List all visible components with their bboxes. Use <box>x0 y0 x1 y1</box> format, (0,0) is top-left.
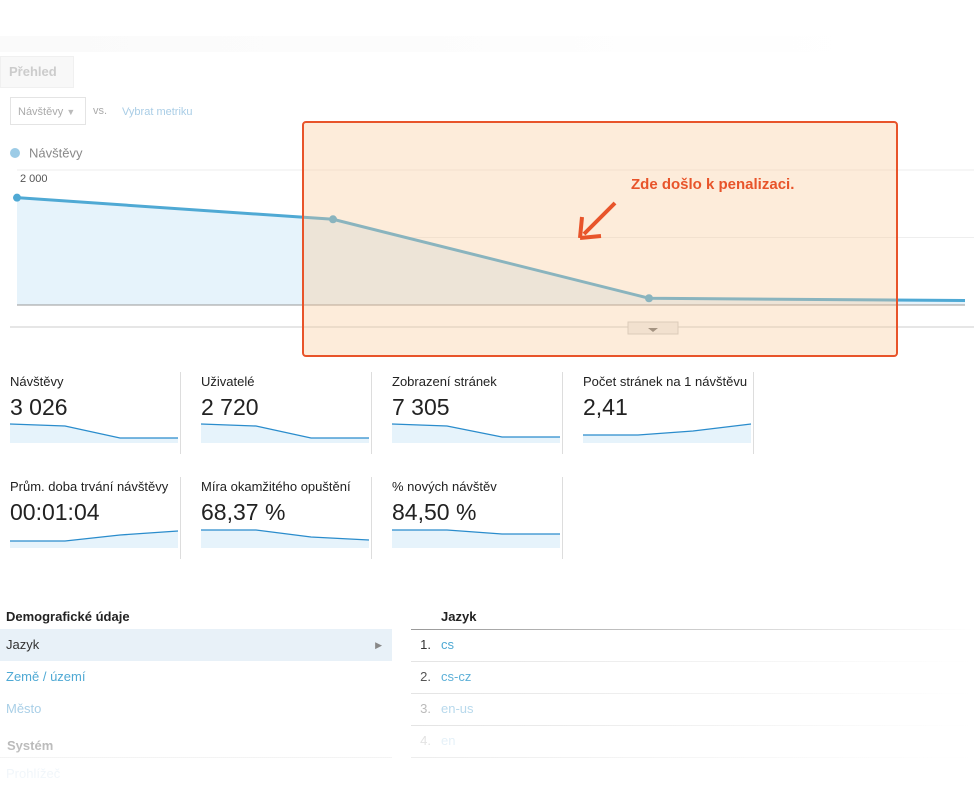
metric-label: Zobrazení stránek <box>392 374 497 389</box>
metric-tile: Návštěvy 3 026 <box>0 372 181 454</box>
system-item[interactable]: Prohlížeč <box>6 766 61 781</box>
sparkline-line <box>392 529 560 535</box>
annotation-arrow <box>578 201 617 240</box>
metric-value: 3 026 <box>10 394 68 420</box>
metric-tile: Počet stránek na 1 návštěvu 2,41 <box>573 372 754 454</box>
sparkline-area <box>392 424 560 443</box>
chevron: ▶ <box>375 640 382 650</box>
top-bar <box>0 36 880 52</box>
metric-select[interactable]: Návštěvy ▼ <box>10 97 86 125</box>
metric-label: Míra okamžitého opuštění <box>201 479 351 494</box>
point <box>13 193 21 202</box>
metric-value: 84,50 % <box>392 499 477 525</box>
metric-label: % nových návštěv <box>392 479 497 494</box>
sparkline-area <box>201 424 369 443</box>
item-text: Země / území <box>6 669 86 684</box>
sparkline-line <box>10 423 178 439</box>
legend-marker <box>10 148 20 158</box>
metric-tile: Míra okamžitého opuštění 68,37 % <box>191 477 372 559</box>
sparkline <box>201 529 370 548</box>
sparkline <box>392 529 560 548</box>
handle-arrow <box>648 328 658 332</box>
row-divider <box>411 661 974 662</box>
row-divider <box>411 725 974 726</box>
choose-metric[interactable]: Vybrat metriku <box>122 106 193 118</box>
vs-label: vs. <box>93 105 108 117</box>
metric-select-text: Návštěvy <box>18 106 64 118</box>
sparkline-line <box>583 423 752 436</box>
demographics-item[interactable]: Město <box>0 693 392 725</box>
line-area <box>17 197 965 305</box>
language-link[interactable]: cs <box>441 637 454 652</box>
sparkline <box>583 423 752 443</box>
sparkline <box>10 530 179 548</box>
sparkline-area <box>10 424 178 443</box>
language-link[interactable]: en-us <box>441 701 474 716</box>
sparkline-line <box>201 423 369 439</box>
language-link[interactable]: en <box>441 733 456 748</box>
demographics-item[interactable]: Země / území <box>0 661 392 693</box>
sparkline-area <box>10 531 178 548</box>
annotation-text: Zde došlo k penalizaci. <box>631 176 795 193</box>
item-text: Město <box>6 701 42 716</box>
demographics-title: Demografické údaje <box>6 609 130 624</box>
metric-label: Uživatelé <box>201 374 255 389</box>
metric-tile: Zobrazení stránek 7 305 <box>382 372 563 454</box>
sparkline-line <box>10 530 179 542</box>
metric-label: Prům. doba trvání návštěvy <box>10 479 169 494</box>
legend-label: Návštěvy <box>29 145 83 160</box>
sparkline-area <box>201 530 369 548</box>
demographics-item[interactable]: Jazyk ▶ <box>0 629 392 661</box>
metric-tile: Uživatelé 2 720 <box>191 372 372 454</box>
rank: 1. <box>420 637 431 652</box>
annotation-box <box>302 121 898 357</box>
chart: 1 0002 000 Návštěvy <box>10 145 974 335</box>
point <box>329 215 337 224</box>
divider <box>0 757 392 758</box>
sparkline <box>392 423 560 443</box>
tab[interactable]: Přehled <box>0 56 74 88</box>
point <box>645 294 653 303</box>
metric-value: 2,41 <box>583 394 628 420</box>
sparkline-line <box>201 529 370 541</box>
language-title: Jazyk <box>441 609 477 624</box>
rank: 3. <box>420 701 431 716</box>
language-link[interactable]: cs-cz <box>441 669 472 684</box>
row-divider <box>411 757 974 758</box>
metric-value: 68,37 % <box>201 499 286 525</box>
metric-value: 2 720 <box>201 394 259 420</box>
rank: 2. <box>420 669 431 684</box>
sparkline <box>10 423 178 443</box>
metric-value: 7 305 <box>392 394 450 420</box>
metric-label: Návštěvy <box>10 374 64 389</box>
metric-tile: Prům. doba trvání návštěvy 00:01:04 <box>0 477 181 559</box>
row-divider <box>411 693 974 694</box>
y-tick-label: 2 000 <box>20 173 48 185</box>
sparkline <box>201 423 369 443</box>
line <box>16 196 966 303</box>
system-title: Systém <box>7 738 54 753</box>
sparkline-line <box>392 423 560 438</box>
divider <box>411 629 974 630</box>
metric-tile: % nových návštěv 84,50 % <box>382 477 563 559</box>
metric-value: 00:01:04 <box>10 499 100 525</box>
rank: 4. <box>420 733 431 748</box>
item-text: Jazyk <box>6 637 40 652</box>
metric-label: Počet stránek na 1 návštěvu <box>583 374 748 389</box>
